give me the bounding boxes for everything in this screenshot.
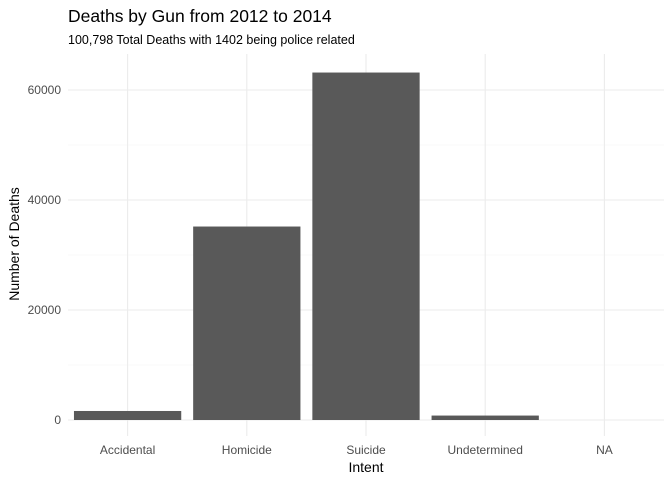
x-axis-ticks: Accidental Homicide Suicide Undetermined NA <box>100 443 613 457</box>
chart-title: Deaths by Gun from 2012 to 2014 <box>68 6 332 26</box>
y-axis-title: Number of Deaths <box>6 187 22 301</box>
y-tick-label: 40000 <box>28 193 62 207</box>
bar-accidental <box>73 410 182 420</box>
x-tick-label: Accidental <box>100 443 155 457</box>
y-axis-ticks: 0 20000 40000 60000 <box>28 83 62 427</box>
bar-homicide <box>193 226 301 420</box>
x-tick-label: Homicide <box>222 443 272 457</box>
bar-undetermined <box>431 415 539 420</box>
y-tick-label: 20000 <box>28 303 62 317</box>
bar-suicide <box>312 72 420 420</box>
x-tick-label: Suicide <box>346 443 386 457</box>
x-axis-title: Intent <box>348 459 383 475</box>
y-tick-label: 0 <box>54 413 61 427</box>
y-tick-label: 60000 <box>28 83 62 97</box>
x-tick-label: NA <box>596 443 613 457</box>
x-tick-label: Undetermined <box>448 443 523 457</box>
chart-subtitle: 100,798 Total Deaths with 1402 being pol… <box>68 33 355 47</box>
bars <box>73 72 539 420</box>
